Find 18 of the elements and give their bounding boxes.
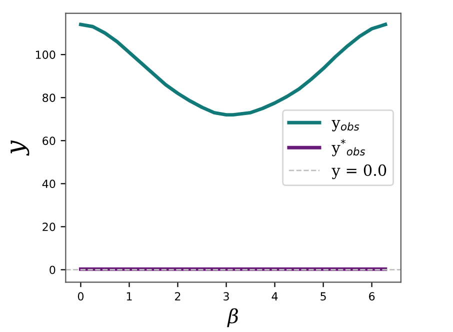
x-tick-label: 0 [78, 292, 84, 301]
x-axis-title: β [227, 308, 238, 328]
y-axis-title: y [10, 140, 30, 156]
y-tick-label: 0 [50, 266, 56, 274]
x-tick-label: 5 [320, 292, 326, 301]
x-tick-label: 3 [224, 292, 229, 301]
x-tick-label: 2 [175, 292, 180, 300]
x-tick-label: 1 [126, 292, 132, 300]
x-tick-label: 6 [369, 292, 375, 301]
y-tick-label: 80 [42, 94, 56, 102]
y-tick-label: 20 [42, 222, 56, 232]
legend-label: y$^{*}$$_{obs}$ [332, 139, 366, 156]
y-tick-label: 100 [36, 50, 56, 59]
y-tick-label: 40 [42, 180, 56, 188]
y-tick-label: 60 [42, 136, 56, 146]
legend-label: y = 0.0 [332, 164, 386, 180]
legend-label: y$_{obs}$ [332, 120, 360, 132]
x-tick-label: 4 [272, 292, 278, 300]
